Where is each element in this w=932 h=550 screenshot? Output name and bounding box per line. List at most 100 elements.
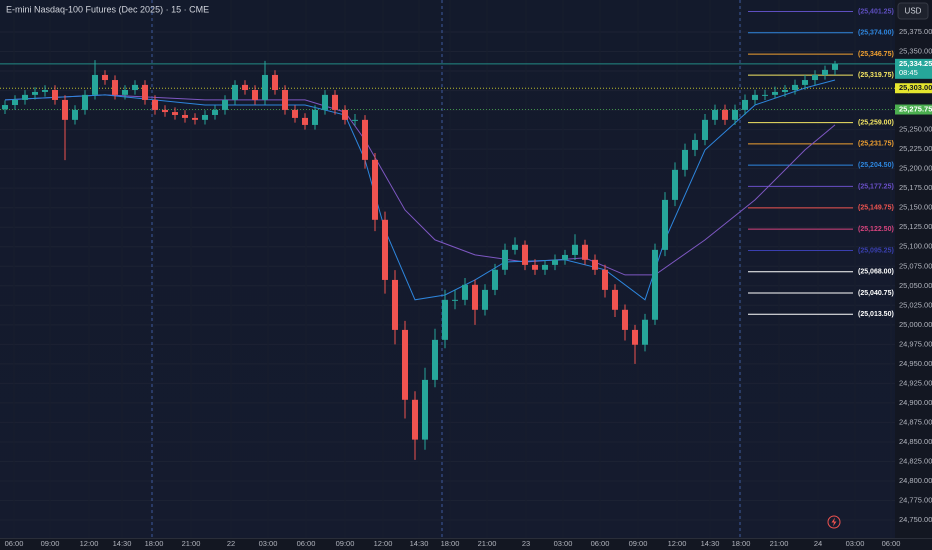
candles-layer	[2, 60, 838, 460]
level-label: (25,177.25)	[858, 183, 894, 190]
candle-body	[692, 139, 698, 150]
candle-body	[602, 269, 608, 290]
y-tick-label: 24,900.00	[899, 398, 932, 407]
y-tick-label: 25,225.00	[899, 144, 932, 153]
candle-body	[412, 399, 418, 440]
candle-body	[312, 109, 318, 125]
x-tick-label: 14:30	[701, 539, 720, 548]
currency-button[interactable]	[897, 2, 929, 20]
candle-body	[612, 289, 618, 310]
y-tick-label: 24,975.00	[899, 339, 932, 348]
candle-body	[82, 94, 88, 110]
candle-body	[292, 109, 298, 118]
candle-body	[792, 84, 798, 90]
x-tick-label: 03:00	[846, 539, 865, 548]
level-label: (25,149.75)	[858, 205, 894, 212]
y-tick-label: 24,775.00	[899, 496, 932, 505]
moving-average	[4, 94, 836, 276]
candle-body	[212, 109, 218, 115]
candle-body	[22, 94, 28, 100]
level-label: (25,204.50)	[858, 162, 894, 169]
x-tick-label: 21:00	[478, 539, 497, 548]
grid-layer	[0, 0, 895, 538]
candle-body	[372, 159, 378, 220]
candle-body	[182, 114, 188, 118]
y-tick-label: 24,825.00	[899, 456, 932, 465]
x-tick-label: 03:00	[259, 539, 278, 548]
candle-body	[652, 249, 658, 320]
y-tick-label: 25,375.00	[899, 27, 932, 36]
candle-body	[532, 264, 538, 270]
x-tick-label: 14:30	[410, 539, 429, 548]
candle-body	[432, 339, 438, 380]
candle-body	[172, 112, 178, 115]
candle-body	[642, 319, 648, 345]
x-tick-label: 22	[227, 539, 235, 548]
x-tick-label: 06:00	[591, 539, 610, 548]
price-tag	[895, 83, 932, 94]
candle-body	[112, 80, 118, 95]
candle-body	[772, 91, 778, 95]
candle-body	[672, 169, 678, 200]
level-label: (25,231.75)	[858, 141, 894, 148]
candle-body	[32, 91, 38, 95]
candle-body	[122, 89, 128, 95]
candle-body	[2, 105, 8, 110]
candle-body	[752, 94, 758, 100]
price-tag-label: 25,334.25	[899, 59, 932, 68]
candle-body	[622, 309, 628, 330]
chart-title: E-mini Nasdaq-100 Futures (Dec 2025) · 1…	[6, 4, 209, 14]
y-tick-label: 24,800.00	[899, 476, 932, 485]
price-tag-time: 08:45	[899, 68, 918, 77]
level-label: (25,346.75)	[858, 51, 894, 58]
candle-body	[152, 99, 158, 110]
price-tag	[895, 58, 932, 79]
candle-body	[572, 244, 578, 255]
level-label: (25,319.75)	[858, 72, 894, 79]
x-tick-label: 09:00	[336, 539, 355, 548]
level-label: (25,068.00)	[858, 269, 894, 276]
price-tag-label: 25,275.75	[899, 104, 932, 113]
level-label: (25,122.50)	[858, 226, 894, 233]
candle-body	[92, 74, 98, 95]
candle-body	[192, 117, 198, 120]
y-tick-label: 25,350.00	[899, 47, 932, 56]
candle-body	[42, 89, 48, 92]
candle-body	[522, 244, 528, 265]
y-tick-label: 25,050.00	[899, 281, 932, 290]
candle-body	[282, 89, 288, 110]
x-tick-label: 12:00	[668, 539, 687, 548]
candle-body	[442, 299, 448, 340]
candle-body	[252, 89, 258, 100]
level-label: (25,040.75)	[858, 290, 894, 297]
y-tick-label: 25,200.00	[899, 164, 932, 173]
x-tick-label: 12:00	[374, 539, 393, 548]
candle-body	[502, 249, 508, 270]
candle-body	[262, 74, 268, 100]
y-tick-label: 25,075.00	[899, 261, 932, 270]
candle-body	[552, 259, 558, 265]
candle-body	[402, 329, 408, 400]
level-label: (25,259.00)	[858, 119, 894, 126]
candle-body	[102, 74, 108, 81]
candle-body	[712, 109, 718, 120]
x-tick-label: 21:00	[182, 539, 201, 548]
candle-body	[52, 89, 58, 100]
candle-body	[542, 264, 548, 270]
candle-body	[162, 109, 168, 113]
level-label: (25,095.25)	[858, 247, 894, 254]
x-tick-label: 21:00	[770, 539, 789, 548]
alert-icon[interactable]	[827, 515, 841, 529]
candle-body	[392, 279, 398, 330]
candle-body	[512, 244, 518, 250]
candle-body	[762, 94, 768, 96]
y-tick-label: 24,875.00	[899, 417, 932, 426]
candle-body	[782, 89, 788, 92]
axes-layer: 24,750.00 24,775.00 24,800.00 24,825.00 24,8…	[5, 27, 932, 548]
x-tick-label: 24	[814, 539, 822, 548]
y-tick-label: 25,100.00	[899, 242, 932, 251]
candle-body	[322, 94, 328, 110]
level-label: (25,401.25)	[858, 8, 894, 15]
currency-label[interactable]: USD	[905, 7, 922, 16]
